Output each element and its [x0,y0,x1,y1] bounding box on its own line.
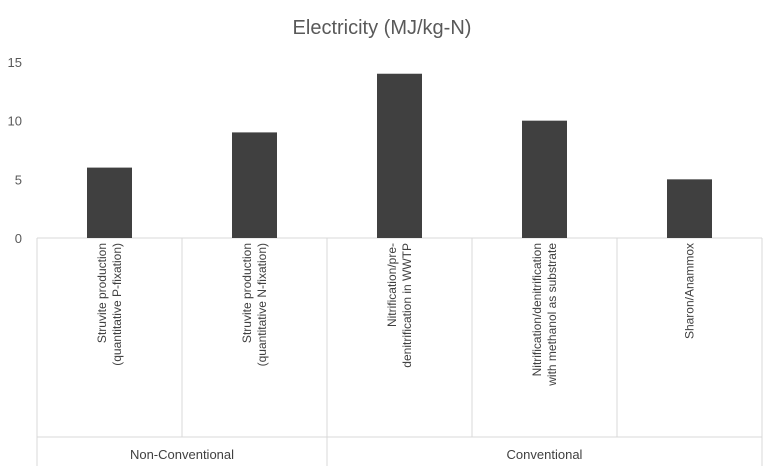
category-label: Struvite production(quantitative P-fixat… [95,243,124,366]
bars-layer [87,73,712,238]
group-label: Non-Conventional [130,447,234,462]
category-labels-layer: Struvite production(quantitative P-fixat… [95,243,697,462]
category-label-line: (quantitative P-fixation) [110,243,124,366]
y-tick-label: 5 [15,172,22,187]
category-label-line: Sharon/Anammox [683,243,697,339]
category-label-line: with methanol as substrate [545,243,559,387]
group-label: Conventional [507,447,583,462]
category-label-line: denitrification in WWTP [400,243,414,368]
category-label: Nitrification/denitrificationwith methan… [530,243,559,387]
bar [377,73,422,238]
category-label: Sharon/Anammox [683,243,697,339]
y-tick-label: 15 [8,55,22,70]
category-label-line: Nitrification/denitrification [530,243,544,376]
bar [522,120,567,238]
category-label-line: Struvite production [95,243,109,343]
category-label-line: (quantitative N-fixation) [255,243,269,366]
category-label: Nitrification/pre-denitrification in WWT… [385,243,414,368]
y-tick-label: 10 [8,114,22,129]
chart-title: Electricity (MJ/kg-N) [293,17,472,39]
category-label: Struvite production(quantitative N-fixat… [240,243,269,366]
bar [667,179,712,238]
category-label-line: Struvite production [240,243,254,343]
bar [232,132,277,238]
category-label-line: Nitrification/pre- [385,243,399,327]
y-tick-label: 0 [15,231,22,246]
bar [87,167,132,238]
